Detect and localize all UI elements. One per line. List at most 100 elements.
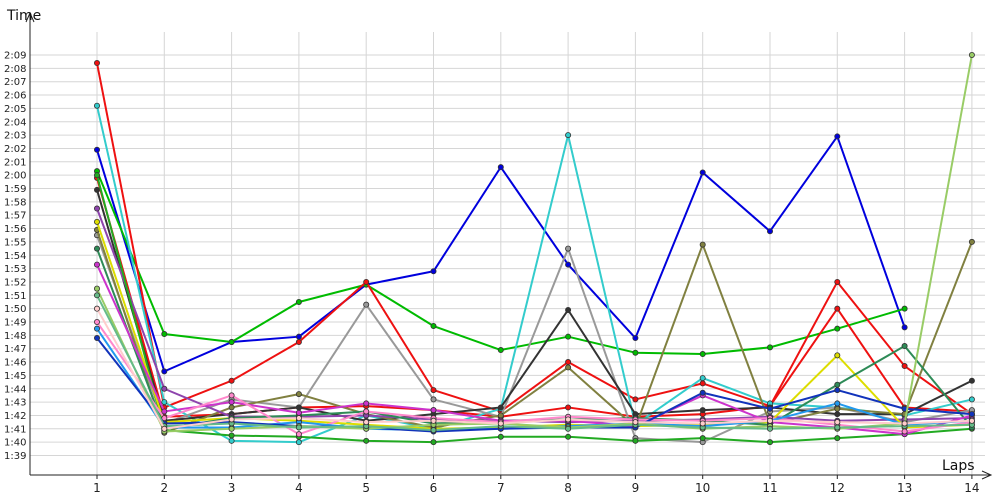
y-tick-label: 2:08 — [4, 64, 26, 75]
data-point — [295, 333, 302, 340]
data-point — [295, 391, 302, 398]
data-point — [295, 409, 302, 416]
data-point — [295, 439, 302, 446]
data-point — [295, 339, 302, 346]
x-tick-label: 6 — [430, 481, 438, 495]
data-point — [767, 344, 774, 351]
data-point — [94, 172, 101, 179]
x-tick-label: 9 — [632, 481, 640, 495]
x-tick-label: 2 — [160, 481, 168, 495]
x-tick-label: 12 — [830, 481, 845, 495]
data-point — [565, 433, 572, 440]
data-point — [295, 431, 302, 438]
data-point — [94, 318, 101, 325]
data-point — [968, 377, 975, 384]
data-point — [497, 404, 504, 411]
data-point — [699, 420, 706, 427]
y-tick-label: 1:51 — [4, 291, 26, 302]
data-point — [699, 351, 706, 358]
series-line — [96, 177, 972, 418]
data-point — [430, 407, 437, 414]
data-point — [565, 245, 572, 252]
y-tick-label: 2:09 — [4, 51, 26, 62]
data-point — [228, 425, 235, 432]
data-point — [699, 241, 706, 248]
y-tick-label: 1:49 — [4, 318, 26, 329]
data-point — [834, 405, 841, 412]
data-point — [363, 437, 370, 444]
series-line — [96, 221, 972, 430]
data-point — [632, 396, 639, 403]
data-point — [497, 420, 504, 427]
y-tick-label: 2:06 — [4, 91, 26, 102]
data-point — [834, 424, 841, 431]
y-tick-label: 1:45 — [4, 371, 26, 382]
series-line — [96, 308, 972, 430]
series-18 — [94, 292, 975, 434]
y-tick-label: 1:57 — [4, 211, 26, 222]
x-tick-label: 11 — [762, 481, 777, 495]
data-point — [430, 439, 437, 446]
data-point — [834, 133, 841, 140]
data-point — [161, 331, 168, 338]
data-point — [901, 324, 908, 331]
y-axis-title: Time — [6, 8, 41, 24]
y-tick-label: 1:53 — [4, 264, 26, 275]
data-point — [94, 305, 101, 312]
x-tick-label: 4 — [295, 481, 303, 495]
data-point — [834, 325, 841, 332]
data-point — [834, 278, 841, 285]
data-point — [968, 238, 975, 245]
data-point — [94, 218, 101, 225]
data-point — [295, 424, 302, 431]
y-tick-label: 2:01 — [4, 157, 26, 168]
y-tick-label: 2:03 — [4, 131, 26, 142]
data-point — [968, 411, 975, 418]
y-tick-label: 2:05 — [4, 104, 26, 115]
data-point — [430, 427, 437, 434]
data-point — [699, 407, 706, 414]
data-point — [497, 412, 504, 419]
data-point — [430, 387, 437, 394]
data-point — [295, 298, 302, 305]
data-point — [94, 285, 101, 292]
data-point — [161, 425, 168, 432]
series-line — [96, 294, 972, 432]
x-tick-label: 13 — [897, 481, 912, 495]
data-point — [767, 425, 774, 432]
data-point — [228, 399, 235, 406]
y-tick-label: 1:46 — [4, 358, 26, 369]
data-point — [94, 186, 101, 193]
data-point — [834, 411, 841, 418]
data-point — [228, 377, 235, 384]
series-line — [96, 174, 972, 444]
x-axis-title: Laps — [942, 458, 975, 474]
data-point — [161, 399, 168, 406]
series-line — [96, 62, 973, 415]
y-tick-label: 1:42 — [4, 411, 26, 422]
series-line — [96, 189, 973, 422]
x-tick-label: 3 — [228, 481, 236, 495]
series-5 — [94, 102, 975, 446]
data-point — [901, 363, 908, 370]
series-17 — [94, 52, 975, 435]
tick-labels: 1:39 1:40 1:41 1:42 1:43 1:44 1:45 1:46 1:47 1:48… — [4, 51, 980, 496]
data-point — [430, 268, 437, 275]
data-point — [430, 323, 437, 330]
y-tick-label: 1:56 — [4, 224, 26, 235]
y-tick-label: 1:44 — [4, 384, 26, 395]
data-point — [632, 349, 639, 356]
y-tick-label: 2:02 — [4, 144, 26, 155]
x-tick-label: 7 — [497, 481, 505, 495]
data-point — [901, 305, 908, 312]
data-point — [632, 437, 639, 444]
data-point — [565, 364, 572, 371]
data-point — [363, 419, 370, 426]
data-point — [632, 419, 639, 426]
data-point — [699, 435, 706, 442]
data-point — [901, 343, 908, 350]
data-point — [834, 381, 841, 388]
data-point — [94, 146, 101, 153]
data-point — [699, 380, 706, 387]
